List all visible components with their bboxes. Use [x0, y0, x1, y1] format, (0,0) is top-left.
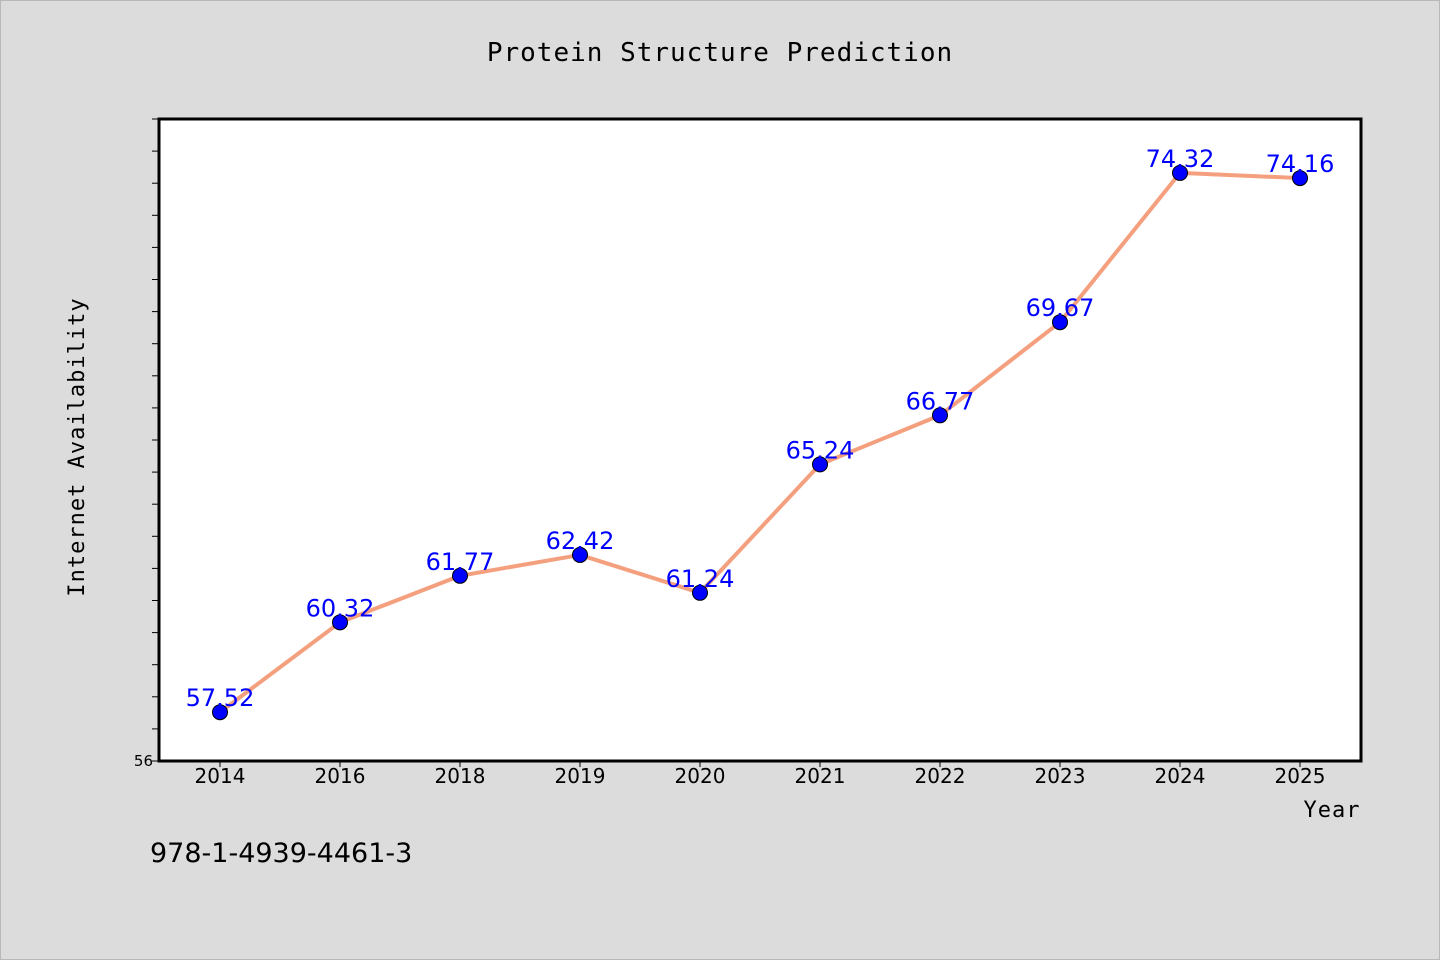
- data-label: 74.32: [1146, 145, 1215, 173]
- data-labels: 57.52 60.32 61.77 62.42 61.24 65.24 66.77 69.67…: [186, 145, 1335, 712]
- y-tick-label: 56: [134, 752, 153, 770]
- x-tick-label: 2022: [915, 764, 966, 788]
- data-label: 61.24: [666, 565, 735, 593]
- x-tick-label: 2025: [1275, 764, 1326, 788]
- data-label: 61.77: [426, 548, 495, 576]
- data-point: [1292, 170, 1308, 187]
- data-point: [212, 704, 228, 721]
- data-point: [1172, 164, 1188, 181]
- x-tick-label: 2020: [675, 764, 726, 788]
- data-point: [572, 546, 588, 563]
- y-axis-ticks: [152, 118, 159, 762]
- x-tick-label: 2021: [795, 764, 846, 788]
- data-label: 57.52: [186, 684, 255, 712]
- data-point: [692, 584, 708, 601]
- data-point: [812, 456, 828, 473]
- x-axis-ticks: [219, 761, 1301, 767]
- data-label: 74.16: [1266, 150, 1335, 178]
- isbn-caption: 978-1-4939-4461-3: [150, 838, 412, 869]
- y-axis-label: Internet Availability: [65, 297, 90, 596]
- data-label: 62.42: [546, 527, 615, 555]
- x-tick-label: 2018: [435, 764, 486, 788]
- plot-area: [157, 117, 1363, 763]
- x-axis-label: Year: [1304, 798, 1361, 823]
- x-tick-label: 2016: [315, 764, 366, 788]
- series-line: [218, 170, 1301, 714]
- data-label: 69.67: [1026, 294, 1095, 322]
- data-point: [332, 614, 348, 631]
- data-label: 66.77: [906, 387, 975, 415]
- chart-title: Protein Structure Prediction: [487, 38, 953, 68]
- x-tick-label: 2014: [195, 764, 246, 788]
- data-point: [452, 567, 468, 584]
- data-label: 60.32: [306, 594, 375, 622]
- x-tick-labels: 2014 2016 2018 2019 2020 2021 2022 2023 2024 2025: [195, 764, 1326, 788]
- x-tick-label: 2023: [1035, 764, 1086, 788]
- x-tick-label: 2019: [555, 764, 606, 788]
- x-tick-label: 2024: [1155, 764, 1206, 788]
- data-point: [932, 407, 948, 424]
- data-markers: [212, 164, 1308, 721]
- data-label: 65.24: [786, 436, 855, 464]
- data-point: [1052, 314, 1068, 331]
